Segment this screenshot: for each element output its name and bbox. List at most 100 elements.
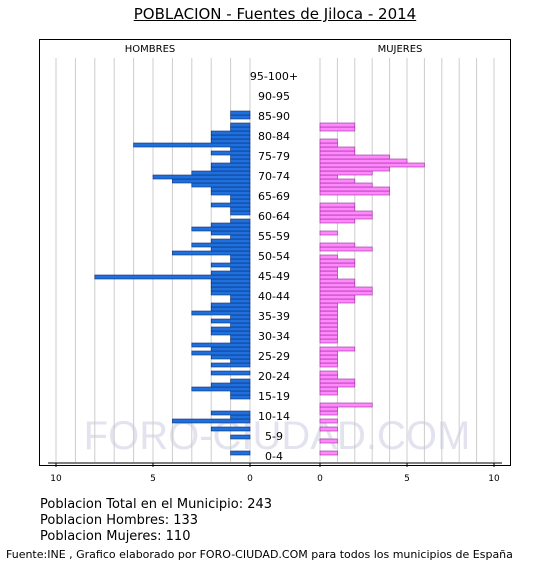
left-header: HOMBRES [125, 44, 176, 55]
female-bar [319, 330, 338, 336]
female-bar [319, 270, 338, 276]
female-population: Poblacion Mujeres: 110 [40, 529, 191, 544]
age-group-label: 80-84 [258, 130, 290, 143]
male-bar [230, 194, 251, 200]
female-bar [319, 266, 338, 272]
male-bar [210, 150, 251, 156]
female-bar [319, 334, 338, 340]
female-bar [319, 374, 338, 380]
male-bar [210, 362, 251, 368]
male-bar [230, 114, 251, 120]
age-group-label: 90-95 [258, 90, 290, 103]
female-bar [319, 418, 338, 424]
female-bar [319, 166, 390, 172]
female-bar [319, 158, 408, 164]
female-bar [319, 346, 356, 352]
female-bar [319, 126, 356, 132]
male-bar [152, 174, 251, 180]
female-bar [319, 282, 356, 288]
male-bar [191, 226, 251, 232]
male-bar [230, 198, 251, 204]
x-tick-label: 5 [150, 474, 156, 484]
male-bar [230, 158, 251, 164]
male-bar [210, 138, 251, 144]
x-tick-label: 0 [317, 474, 323, 484]
male-bar [230, 146, 251, 152]
age-group-label: 95-100+ [250, 70, 298, 83]
male-bar [230, 338, 251, 344]
female-bar [319, 202, 356, 208]
male-bar [210, 330, 251, 336]
male-bar [210, 306, 251, 312]
plot-frame [39, 39, 511, 466]
female-bar [319, 214, 373, 220]
male-bar [210, 326, 251, 332]
male-bar [230, 206, 251, 212]
female-bar [319, 322, 338, 328]
female-bar [319, 298, 356, 304]
male-bar [210, 162, 251, 168]
female-bar [319, 182, 373, 188]
x-tick-label: 0 [247, 474, 253, 484]
male-bar [191, 310, 251, 316]
watermark: FORO-CIUDAD.COM [84, 414, 471, 458]
female-bar [319, 170, 373, 176]
male-bar [230, 322, 251, 328]
female-bar [319, 262, 356, 268]
male-bar [191, 170, 251, 176]
age-group-label: 45-49 [258, 270, 290, 283]
female-bar [319, 314, 338, 320]
female-bar [319, 406, 338, 412]
age-group-label: 10-14 [258, 410, 290, 423]
male-bar [191, 182, 251, 188]
male-bar [191, 342, 251, 348]
male-bar [210, 238, 251, 244]
female-bar [319, 122, 356, 128]
male-bar [210, 370, 251, 376]
female-bar [319, 426, 338, 432]
female-bar [319, 306, 338, 312]
female-bar [319, 290, 373, 296]
male-bar [230, 334, 251, 340]
male-bar [230, 234, 251, 240]
male-bar [191, 386, 251, 392]
chart-title: POBLACION - Fuentes de Jiloca - 2014 [133, 5, 417, 23]
age-group-label: 75-79 [258, 150, 290, 163]
male-bar [210, 302, 251, 308]
age-group-label: 50-54 [258, 250, 290, 263]
male-bar [230, 266, 251, 272]
male-bar [210, 426, 251, 432]
age-group-label: 5-9 [265, 430, 283, 443]
source-note: Fuente:INE , Grafico elaborado por FORO-… [6, 548, 513, 561]
male-bar [230, 126, 251, 132]
male-bar [210, 382, 251, 388]
female-bar [319, 146, 356, 152]
total-population: Poblacion Total en el Municipio: 243 [40, 497, 273, 512]
female-bar [319, 362, 338, 368]
male-bar [230, 210, 251, 216]
female-bar [319, 286, 373, 292]
x-tick-label: 10 [488, 474, 500, 484]
female-bar [319, 318, 338, 324]
female-bar [319, 218, 356, 224]
age-group-label: 70-74 [258, 170, 290, 183]
male-bar [210, 230, 251, 236]
female-bar [319, 206, 356, 212]
female-bar [319, 326, 338, 332]
female-bar [319, 258, 356, 264]
male-bar [230, 390, 251, 396]
female-bar [319, 210, 373, 216]
male-bar [210, 354, 251, 360]
female-bar [319, 386, 338, 392]
male-bar [230, 450, 251, 456]
female-bar [319, 142, 338, 148]
age-group-label: 30-34 [258, 330, 290, 343]
female-bar [319, 230, 338, 236]
population-pyramid: FORO-CIUDAD.COM HOMBRES MUJERES 0 5 10 0 5 10… [39, 39, 511, 484]
female-bar [319, 154, 390, 160]
female-bar [319, 378, 356, 384]
male-bar [230, 414, 251, 420]
age-group-label: 60-64 [258, 210, 290, 223]
age-group-label: 20-24 [258, 370, 290, 383]
male-bar [172, 418, 251, 424]
